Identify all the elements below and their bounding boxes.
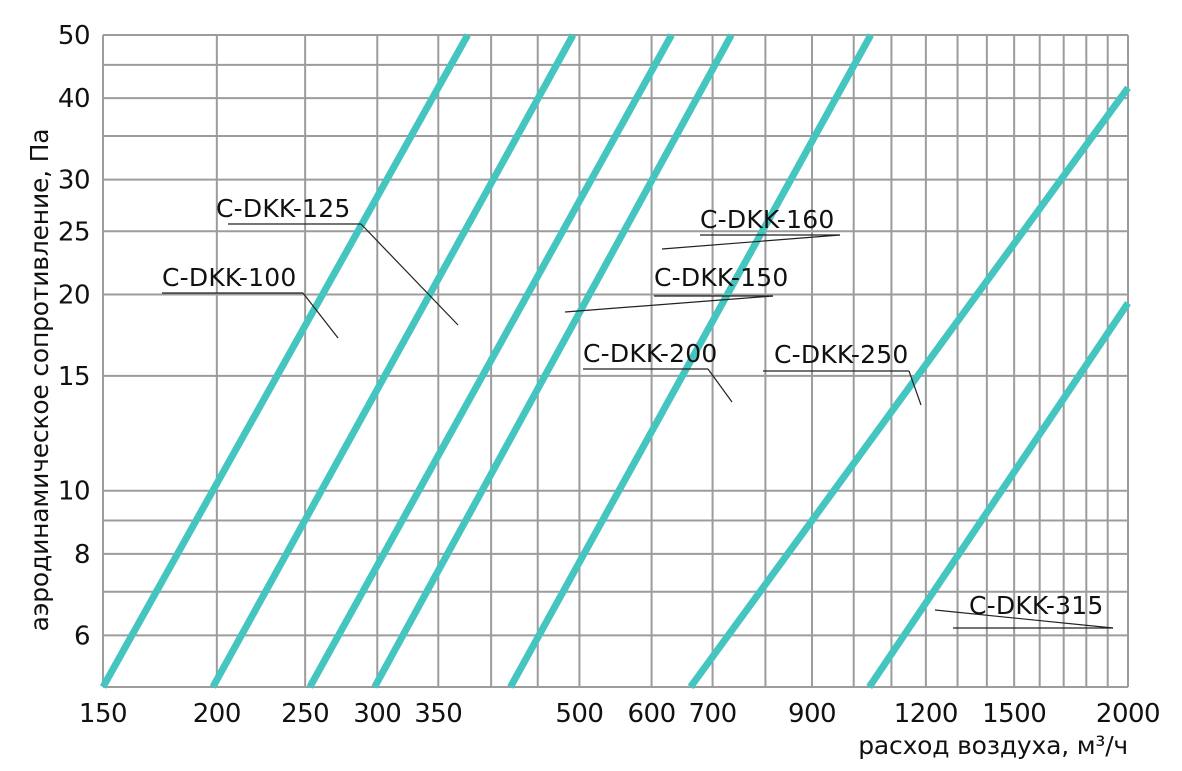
series-label-c-dkk-200: C-DKK-200 [583, 339, 717, 368]
x-tick-label-150: 150 [79, 699, 127, 729]
tick-layer: 150 200 250 300 350 500 600 700 900 1200 1500 2000 6… [58, 21, 1161, 729]
x-tick-label-500: 500 [555, 699, 603, 729]
series-line-c-dkk-150 [306, 33, 675, 689]
x-tick-label-600: 600 [628, 699, 676, 729]
y-tick-label-10: 10 [58, 477, 90, 507]
annotation-leader-c-dkk-160 [661, 234, 841, 250]
series-label-c-dkk-125: C-DKK-125 [216, 194, 350, 223]
annotation-leader-c-dkk-250 [908, 370, 922, 406]
annotation-layer: C-DKK-125 C-DKK-100 C-DKK-160 C-DKK-150 C-DK… [162, 194, 1114, 629]
y-tick-label-20: 20 [58, 280, 90, 310]
series-line-c-dkk-250 [687, 85, 1131, 690]
annotation-leader-c-dkk-150 [564, 295, 774, 313]
x-tick-label-1200: 1200 [894, 699, 958, 729]
annotation-leader-c-dkk-315 [934, 609, 1114, 629]
series-label-c-dkk-315: C-DKK-315 [969, 591, 1103, 620]
series-line-c-dkk-200 [507, 33, 874, 689]
x-tick-label-350: 350 [414, 699, 462, 729]
x-tick-label-700: 700 [689, 699, 737, 729]
series-line-c-dkk-100 [99, 33, 471, 689]
y-tick-label-50: 50 [58, 21, 90, 51]
y-tick-label-30: 30 [58, 166, 90, 196]
annotation-leader-c-dkk-125 [360, 223, 459, 326]
series-line-c-dkk-160 [371, 33, 735, 689]
series-label-c-dkk-150: C-DKK-150 [654, 263, 788, 292]
x-tick-label-300: 300 [353, 699, 401, 729]
annotation-leader-c-dkk-200 [707, 368, 733, 403]
y-tick-label-25: 25 [58, 217, 90, 247]
series-label-c-dkk-160: C-DKK-160 [700, 205, 834, 234]
series-layer [99, 33, 1131, 690]
series-line-c-dkk-125 [209, 33, 577, 689]
series-label-c-dkk-100: C-DKK-100 [162, 263, 296, 292]
y-axis-label: аэродинамическое сопротивление, Па [25, 129, 54, 632]
annotation-leader-c-dkk-100 [302, 292, 339, 339]
x-tick-label-200: 200 [193, 699, 241, 729]
y-tick-label-6: 6 [74, 621, 90, 651]
x-tick-label-900: 900 [788, 699, 836, 729]
x-tick-label-2000: 2000 [1096, 699, 1160, 729]
series-label-c-dkk-250: C-DKK-250 [774, 340, 908, 369]
y-tick-label-8: 8 [74, 540, 90, 570]
series-line-c-dkk-315 [866, 301, 1131, 689]
y-tick-label-15: 15 [58, 362, 90, 392]
x-axis-label: расход воздуха, м³/ч [858, 731, 1128, 760]
x-tick-label-250: 250 [281, 699, 329, 729]
axis-label-layer: расход воздуха, м³/ч аэродинамическое со… [25, 129, 1128, 760]
y-tick-label-40: 40 [58, 84, 90, 114]
x-tick-label-1500: 1500 [982, 699, 1046, 729]
